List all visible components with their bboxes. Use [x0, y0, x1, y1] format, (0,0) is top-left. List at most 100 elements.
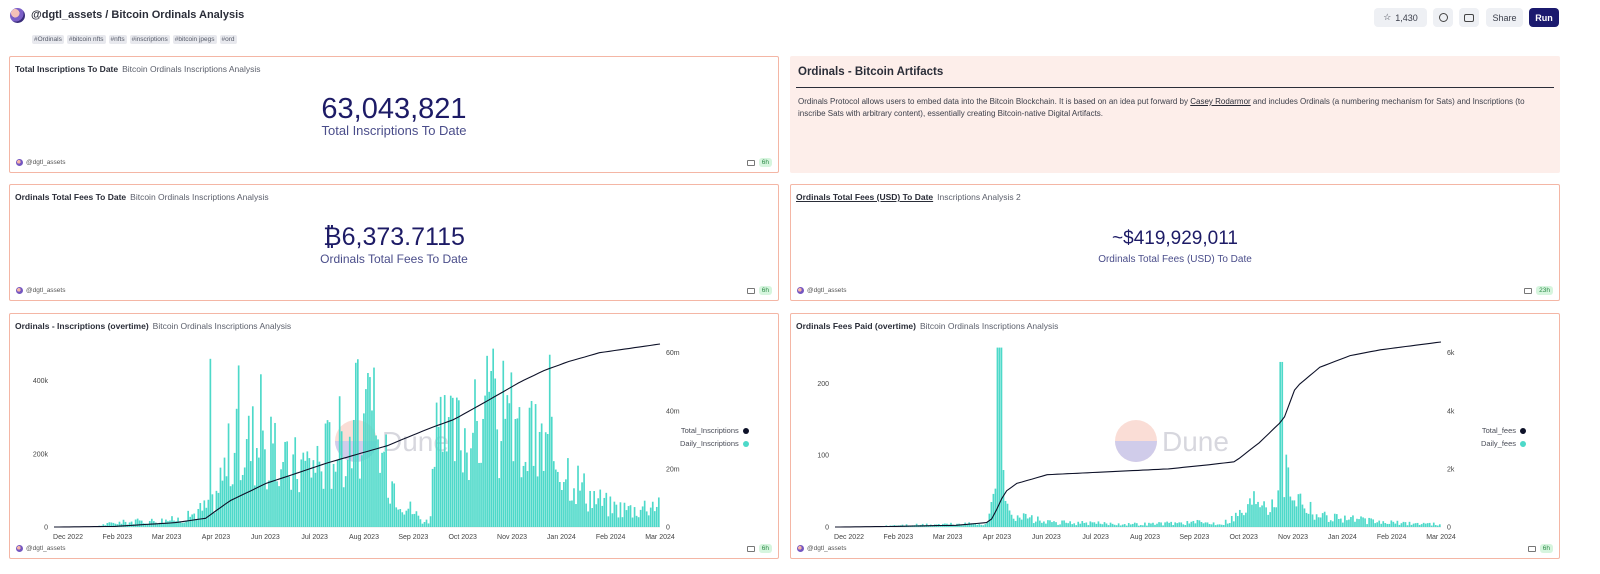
daily-bar — [1368, 517, 1370, 527]
daily-bar — [302, 452, 305, 527]
panel-title[interactable]: Ordinals Total Fees To Date — [15, 192, 127, 202]
daily-bar — [1071, 524, 1074, 527]
daily-bar — [498, 478, 501, 527]
daily-bar — [344, 476, 347, 527]
camera-icon[interactable] — [1527, 545, 1536, 552]
daily-bar — [284, 441, 286, 527]
daily-bar — [657, 497, 660, 527]
daily-bar — [114, 523, 117, 527]
tag-ordinals[interactable]: #Ordinals — [32, 35, 64, 44]
daily-bar — [1247, 504, 1249, 527]
panel-subtitle[interactable]: Bitcoin Ordinals Inscriptions Analysis — [122, 64, 261, 74]
daily-bar — [229, 486, 232, 527]
run-button[interactable]: Run — [1529, 8, 1559, 27]
daily-bar — [1317, 517, 1320, 527]
daily-bar — [458, 400, 460, 527]
daily-bar — [1099, 523, 1102, 527]
daily-bar — [272, 443, 274, 527]
daily-bar — [124, 521, 127, 527]
daily-bar — [1382, 521, 1385, 527]
tag-inscriptions[interactable]: #inscriptions — [129, 35, 170, 44]
daily-bar — [1297, 494, 1300, 527]
panel-author[interactable]: @dgtl_assets — [797, 287, 846, 294]
daily-bar — [506, 395, 509, 527]
star-button[interactable]: ☆ 1,430 — [1374, 8, 1427, 27]
panel-subtitle[interactable]: Bitcoin Ordinals Inscriptions Analysis — [130, 192, 269, 202]
screenshot-button[interactable] — [1459, 8, 1479, 27]
daily-bar — [1398, 524, 1401, 527]
panel-subtitle[interactable]: Inscriptions Analysis 2 — [937, 192, 1021, 202]
daily-bar — [423, 522, 426, 527]
daily-bar — [1051, 522, 1053, 527]
daily-bar — [494, 378, 497, 527]
daily-bar — [1166, 521, 1168, 527]
daily-bar — [1230, 515, 1233, 527]
panel-title[interactable]: Ordinals Total Fees (USD) To Date — [796, 192, 934, 202]
daily-bar — [1340, 518, 1342, 527]
daily-bar — [1154, 524, 1156, 527]
star-count: 1,430 — [1395, 12, 1418, 23]
daily-bar — [393, 483, 396, 527]
dune-watermark: Dune — [1115, 420, 1229, 462]
daily-bar — [615, 504, 618, 527]
inscriptions-chart[interactable]: Dune 0 200k 400k 0 20m 40m 60m Dec 2022 Feb 2023 M… — [10, 314, 778, 558]
panel-author[interactable]: @dgtl_assets — [16, 545, 65, 552]
daily-bar — [1028, 517, 1031, 527]
daily-bar — [1251, 504, 1253, 527]
daily-bar — [474, 379, 476, 527]
camera-icon[interactable] — [1524, 287, 1533, 294]
daily-bar — [1085, 522, 1088, 527]
legend-item-daily[interactable]: Daily_fees — [1481, 439, 1527, 448]
panel-subtitle[interactable]: Bitcoin Ordinals Inscriptions Analysis — [152, 321, 292, 331]
daily-bar — [1364, 518, 1366, 527]
panel-title[interactable]: Ordinals - Inscriptions (overtime) — [15, 321, 149, 331]
x-tick-label: Mar 2023 — [933, 534, 963, 541]
x-tick-label: Feb 2023 — [103, 534, 133, 541]
daily-bar — [468, 480, 470, 527]
daily-bar — [140, 520, 143, 527]
daily-bar — [1428, 522, 1431, 527]
daily-bar — [417, 515, 420, 527]
panel-author[interactable]: @dgtl_assets — [16, 287, 65, 294]
daily-bar — [1180, 522, 1183, 527]
panel-author[interactable]: @dgtl_assets — [797, 545, 846, 552]
github-button[interactable] — [1433, 8, 1453, 27]
camera-icon[interactable] — [746, 159, 755, 166]
panel-title[interactable]: Total Inscriptions To Date — [15, 64, 119, 74]
daily-bar — [496, 429, 499, 527]
camera-icon[interactable] — [746, 287, 755, 294]
daily-bar — [1061, 520, 1063, 527]
y-right-tick-label: 0 — [1447, 525, 1451, 532]
daily-bar — [1103, 522, 1106, 527]
panel-author[interactable]: @dgtl_assets — [16, 159, 65, 166]
author-name: @dgtl_assets — [26, 287, 66, 294]
y-left-tick-label: 200 — [817, 381, 829, 388]
x-tick-label: Nov 2023 — [1278, 534, 1308, 541]
legend-item-total[interactable]: Total_fees — [1481, 426, 1527, 435]
daily-bar — [1186, 521, 1189, 527]
daily-bar — [290, 489, 293, 527]
x-tick-label: Dec 2022 — [53, 534, 83, 541]
tag-bitcoin-jpegs[interactable]: #bitcoin jpegs — [172, 35, 217, 44]
user-avatar[interactable] — [10, 8, 25, 23]
legend-item-total[interactable]: Total_Inscriptions — [680, 426, 749, 435]
daily-bar — [1267, 514, 1269, 527]
fees-chart[interactable]: Dune 0 100 200 0 2k 4k 6k Dec 2022 Feb 2023 Mar 20… — [791, 314, 1559, 558]
tag-bitcoin-nfts[interactable]: #bitcoin nfts — [66, 35, 106, 44]
share-button[interactable]: Share — [1486, 8, 1523, 27]
daily-bar — [1222, 525, 1225, 527]
tag-ord[interactable]: #ord — [219, 35, 237, 44]
camera-icon[interactable] — [746, 545, 755, 552]
daily-bar — [130, 521, 133, 527]
daily-bar — [433, 466, 436, 527]
legend-item-daily[interactable]: Daily_Inscriptions — [680, 439, 749, 448]
panel-title[interactable]: Ordinals Fees Paid (overtime) — [796, 321, 916, 331]
daily-bar — [363, 413, 365, 527]
daily-bar — [571, 500, 573, 527]
daily-bar — [561, 489, 563, 527]
panel-subtitle[interactable]: Bitcoin Ordinals Inscriptions Analysis — [919, 321, 1059, 331]
casey-rodarmor-link[interactable]: Casey Rodarmor — [1190, 97, 1251, 106]
tag-nfts[interactable]: #nfts — [108, 35, 127, 44]
author-avatar — [797, 287, 804, 294]
daily-bar — [1160, 522, 1162, 527]
